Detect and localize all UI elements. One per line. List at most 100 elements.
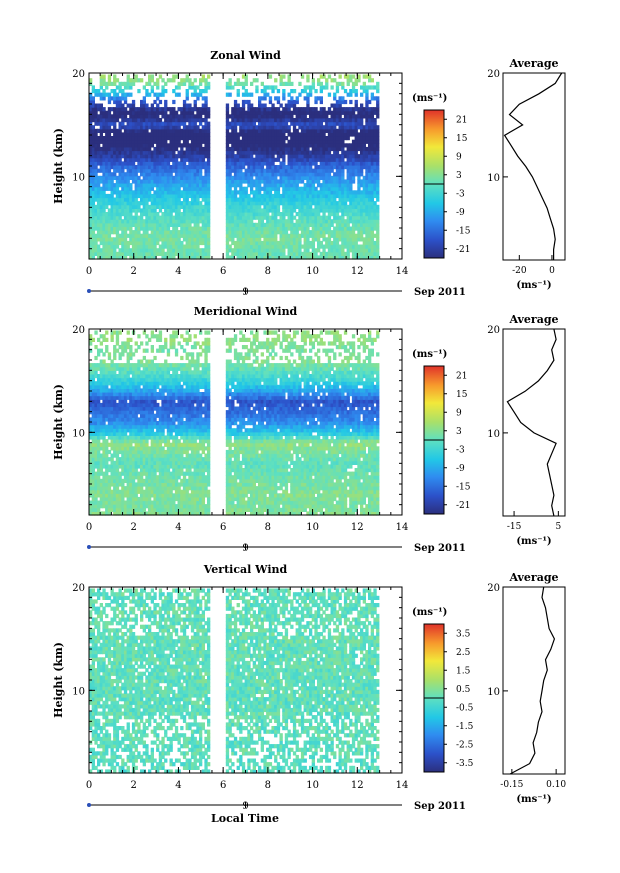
heat-cell [231,208,235,213]
heat-cell [121,237,125,242]
heat-cell [225,128,230,133]
heat-cell [207,85,211,90]
heat-cell [279,233,283,238]
heat-cell [303,197,307,202]
heat-cell [188,204,192,209]
heat-cell [287,222,291,227]
heat-cell [97,212,101,217]
heat-cell [276,186,281,191]
heat-cell [180,244,184,249]
heat-cell [325,128,329,133]
heat-cell [169,165,173,170]
heat-cell [327,183,332,188]
heat-cell [236,161,240,166]
heat-cell [252,240,256,246]
heat-cell [126,132,130,137]
heat-cell [204,222,208,227]
heat-cell [244,143,248,148]
heat-cell [271,244,275,249]
heat-cell [290,150,294,155]
heat-cell [338,193,342,199]
heat-cell [91,222,95,227]
heat-cell [279,150,283,155]
heat-cell [298,132,302,137]
heat-cell [282,179,286,184]
heat-cell [252,230,256,235]
heat-cell [196,219,200,224]
heat-cell [268,114,273,119]
heat-cell [193,212,197,217]
heat-cell [274,240,278,246]
heat-cell [102,165,106,170]
heat-cell [169,150,173,155]
heat-cell [172,168,176,173]
heat-cell [140,78,144,83]
heat-cell [349,125,353,130]
heat-cell [225,165,230,170]
heat-cell [110,244,114,249]
heat-cell [287,157,291,162]
heat-cell [317,240,321,246]
heat-cell [161,114,165,119]
heat-cell [158,161,163,166]
heat-cell [110,150,114,155]
heat-cell [343,212,348,217]
heat-cell [113,81,117,86]
heat-cell [169,208,173,213]
heat-cell [228,125,232,130]
heat-cell [335,99,340,105]
heat-cell [346,183,350,188]
heat-cell [354,128,358,133]
heat-cell [201,186,205,191]
heat-cell [314,186,318,191]
heat-cell [134,190,138,195]
heat-cell [158,201,163,206]
heat-cell [333,197,337,202]
heat-cell [193,165,197,170]
heat-cell [346,165,350,170]
heat-cell [182,204,187,209]
heat-cell [172,107,176,112]
heat-cell [89,157,93,162]
heat-cell [89,201,93,206]
heat-cell [121,139,125,144]
heat-cell [309,208,313,213]
heat-cell [376,208,380,213]
heat-cell [292,233,297,238]
heat-cell [290,172,294,177]
heat-cell [115,96,120,101]
heat-cell [295,99,299,105]
heat-cell [239,146,243,152]
heat-cell [91,118,95,123]
heat-cell [271,237,275,242]
heat-cell [228,222,232,227]
heat-cell [193,136,197,141]
heat-cell [204,186,208,191]
heat-cell [325,154,329,159]
heat-cell [236,118,240,123]
heat-cell [244,219,248,224]
heat-cell [126,226,130,231]
heat-cell [282,172,286,177]
heat-cell [341,208,345,213]
heat-cell [150,208,154,213]
heat-cell [325,110,329,115]
heat-cell [99,161,103,166]
heat-cell [317,233,321,238]
y-axis-label: Height (km) [52,128,65,204]
heat-cell [292,143,297,148]
heat-cell [228,244,232,249]
heat-cell [145,150,149,155]
heat-cell [236,222,240,227]
heat-cell [346,226,350,231]
heat-cell [182,237,187,242]
heat-cell [134,139,138,144]
heat-cell [258,201,262,206]
heat-cell [137,139,141,144]
heat-cell [137,136,141,141]
heat-cell [284,219,289,224]
heat-cell [244,215,248,220]
heat-cell [268,85,273,90]
heat-cell [306,240,310,246]
heat-cell [343,107,348,112]
